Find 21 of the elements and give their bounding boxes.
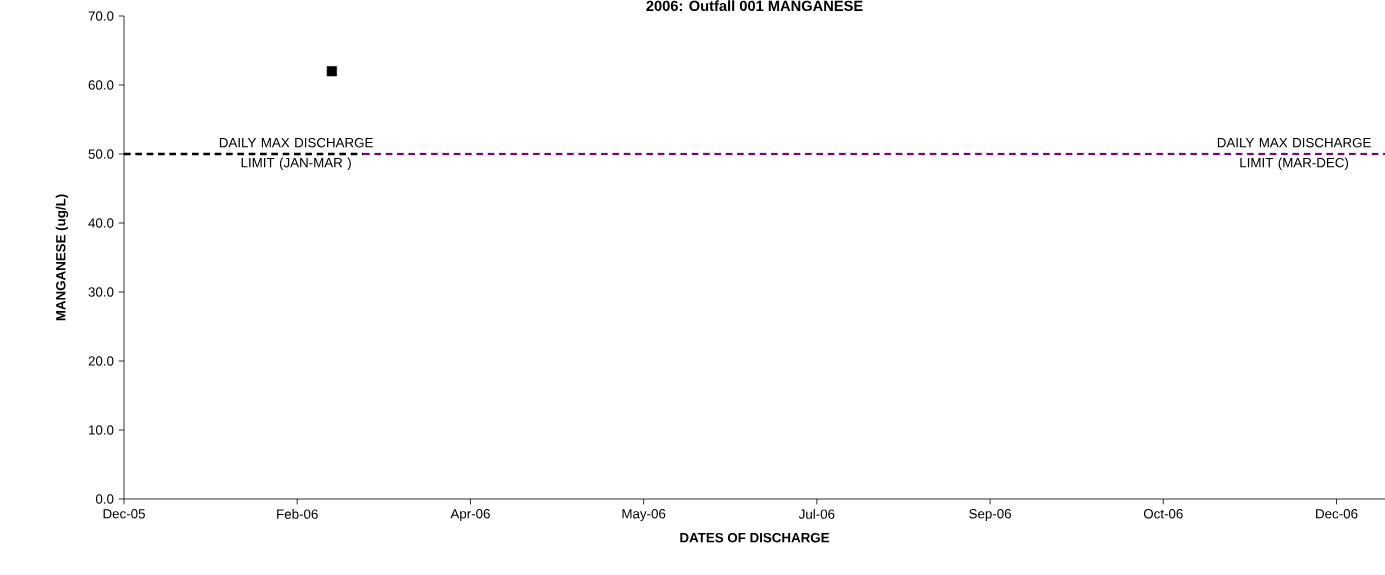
x-tick-label: Dec-05 (103, 509, 145, 519)
x-tick-label: Apr-06 (450, 509, 490, 522)
y-tick-label: 60.0 (88, 80, 114, 90)
x-axis-title: DATES OF DISCHARGE (680, 532, 830, 543)
series-label: DAILY MAX DISCHARGE LIMIT (JAN-MAR ) (219, 137, 373, 171)
x-tick-label: Feb-06 (277, 509, 318, 519)
y-tick-label: 30.0 (88, 287, 114, 297)
y-tick-label: 0.0 (95, 494, 114, 504)
y-tick-label: 10.0 (89, 425, 114, 435)
y-tick-label: 40.0 (88, 218, 114, 228)
y-tick-label: 20.0 (88, 356, 114, 366)
y-tick-label: 50.0 (88, 149, 114, 159)
x-tick-label: Jul-06 (798, 509, 835, 519)
x-tick-label: Dec-06 (1316, 509, 1358, 519)
y-axis-title: MANGANESE (ug/L) (55, 194, 69, 321)
x-tick-label: Oct-06 (1143, 509, 1183, 519)
chart-title: 2006: Outfall 001 MANGANESE (646, 0, 863, 12)
x-tick-label: Sep-06 (969, 509, 1011, 522)
y-tick-label: 70.0 (88, 11, 114, 21)
series-label: DAILY MAX DISCHARGE LIMIT (MAR-DEC) (1217, 137, 1371, 171)
x-tick-label: May-06 (622, 509, 666, 522)
